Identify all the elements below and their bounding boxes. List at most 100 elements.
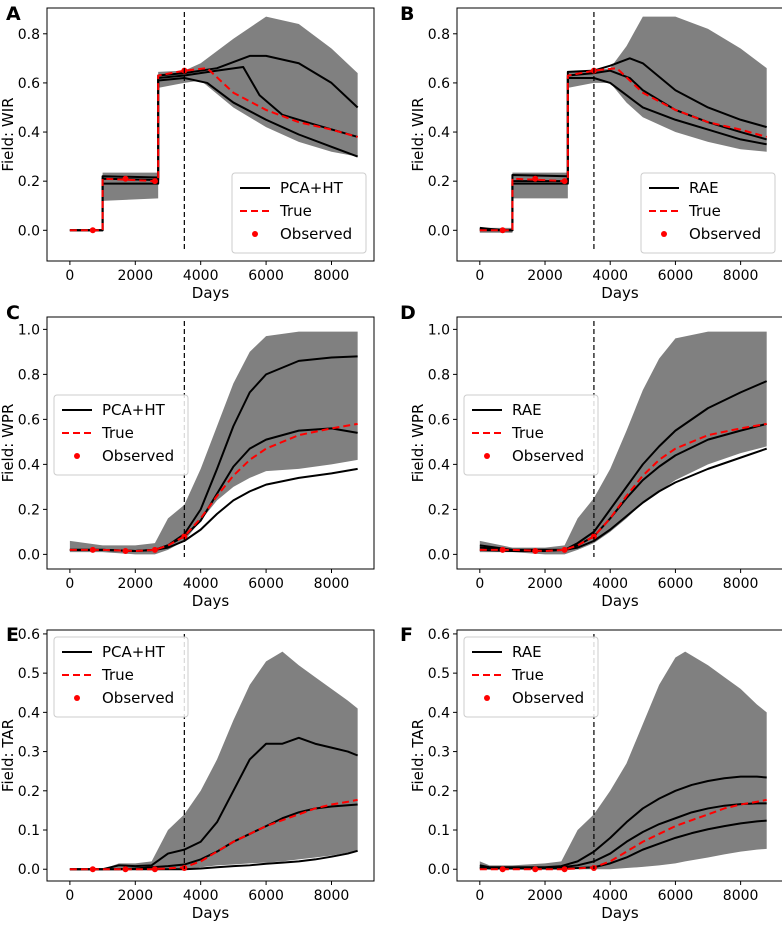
x-tick-label: 8000 [723,576,759,592]
true-series-line [479,422,767,552]
legend-label: Observed [689,225,761,243]
y-tick-label: 0.4 [428,705,450,721]
plot-area [69,634,359,873]
y-tick-label: 0.4 [428,457,450,473]
axes-frame [456,316,782,570]
legend-box [463,636,599,718]
x-tick-label: 2000 [117,888,153,904]
panel-d: 0 2000 4000 6000 8000 0.0 0.2 0.4 0.6 0.8 1.0 Days F… [400,302,782,610]
ensemble-band [69,651,358,870]
x-tick-label: 4000 [592,576,628,592]
x-tick-label: 2000 [117,576,153,592]
x-tick-label: 6000 [658,888,694,904]
y-tick-label: 1.0 [18,322,40,338]
legend-label: RAE [689,179,719,197]
observed-point [89,227,96,234]
legend: PCA+HT True Observed [53,394,189,476]
y-tick-label: 0.3 [18,745,40,761]
x-tick-label: 4000 [592,888,628,904]
plot-area [479,321,768,557]
legend-label: RAE [512,401,542,419]
observed-point [151,866,158,873]
x-tick-label: 8000 [723,888,759,904]
legend-swatch-observed [484,453,490,459]
x-tick-label: 0 [475,268,484,284]
y-tick-label: 0.0 [18,862,40,878]
y-tick-label: 0.2 [18,174,40,190]
y-axis-label: Field: WPR [0,404,17,483]
panel-label: F [400,624,413,646]
y-tick-label: 0.2 [18,784,40,800]
x-tick-label: 8000 [314,888,350,904]
observed-point [532,866,539,873]
observed-point [561,178,568,185]
x-tick-label: 2000 [527,268,563,284]
legend-label: True [688,202,721,220]
legend-label: True [511,666,544,684]
ensemble-band [479,16,767,233]
observed-point [122,175,129,182]
legend-box [640,172,776,254]
y-tick-label: 0.2 [428,784,450,800]
x-tick-label: 2000 [117,268,153,284]
y-axis-label: Field: WIR [0,97,17,171]
observed-point [561,866,568,873]
y-tick-label: 0.2 [428,174,450,190]
legend-label: RAE [512,643,542,661]
plot-area [479,12,767,249]
plot-area [69,12,359,249]
legend-label: Observed [280,225,352,243]
plot-area [479,634,767,873]
y-tick-label: 0.6 [428,412,450,428]
axes-frame [456,7,782,262]
panel-label: E [6,624,19,646]
true-series-line [69,798,358,871]
legend-label: True [279,202,312,220]
x-axis-label: Days [192,904,230,922]
true-series-line [69,67,358,232]
legend: PCA+HT True Observed [53,636,189,718]
true-series-line [479,67,767,232]
ensemble-band [479,651,767,870]
observed-point [499,227,506,234]
x-tick-label: 2000 [527,888,563,904]
y-tick-label: 0.1 [428,823,450,839]
observed-point [181,533,188,540]
x-tick-label: 0 [65,888,74,904]
x-tick-label: 6000 [248,888,284,904]
x-tick-label: 6000 [248,268,284,284]
observed-point [122,548,129,554]
legend-box [463,394,599,476]
y-tick-label: 0.4 [18,705,40,721]
y-tick-label: 0.6 [18,76,40,92]
legend: RAE True Observed [463,394,599,476]
ensemble-series-line-1 [69,736,359,871]
legend: RAE True Observed [640,172,776,254]
y-tick-label: 0.8 [18,27,40,43]
x-axis-label: Days [601,904,639,922]
observed-point [89,546,96,553]
y-tick-label: 0.6 [428,627,450,643]
y-tick-label: 0.5 [18,666,40,682]
panel-label: A [6,3,21,25]
y-tick-label: 0.4 [18,457,40,473]
true-series-line [69,422,358,552]
panel-c: 0 2000 4000 6000 8000 0.0 0.2 0.4 0.6 0.8 1.0 Days F… [0,302,375,610]
axes-frame [456,629,782,882]
panel-label: C [6,302,20,324]
observed-point [532,175,539,182]
y-tick-label: 0.6 [18,412,40,428]
x-axis-label: Days [192,592,230,610]
axes-frame [46,7,375,262]
legend-swatch-observed [484,695,490,701]
y-axis-label: Field: WIR [409,97,427,171]
y-tick-label: 0.0 [18,223,40,239]
legend-label: True [511,424,544,442]
y-axis-label: Field: WPR [409,404,427,483]
x-tick-label: 6000 [248,576,284,592]
x-tick-label: 0 [65,268,74,284]
panel-e: 0 2000 4000 6000 8000 0.0 0.1 0.2 0.3 0.4 0.5 0.6 Da… [0,624,375,922]
legend-label: PCA+HT [280,179,344,197]
y-tick-label: 0.6 [18,627,40,643]
panel-f: 0 2000 4000 6000 8000 0.0 0.1 0.2 0.3 0.4 0.5 0.6 Da… [400,624,782,922]
